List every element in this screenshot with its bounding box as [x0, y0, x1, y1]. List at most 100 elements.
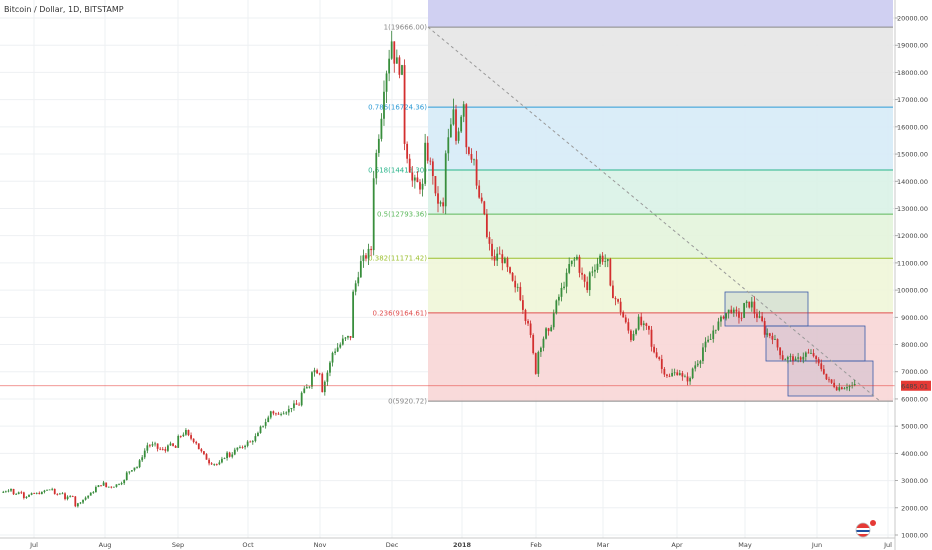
candle-body	[408, 158, 411, 173]
candle-body	[164, 449, 167, 451]
price-axis[interactable]: 1000.00 2000.00 3000.00 4000.00 5000.00 6000.…	[894, 0, 931, 550]
candle-body	[563, 286, 565, 288]
candle-body	[203, 451, 205, 455]
candle-body	[105, 482, 108, 488]
candle-body	[38, 492, 41, 495]
price-tick-label: 17000.00	[897, 96, 928, 104]
candle-body	[406, 143, 409, 159]
fib-trend-line	[427, 26, 881, 402]
time-tick-label: Oct	[242, 541, 254, 549]
candle-body	[699, 361, 702, 364]
candle-body	[300, 392, 303, 406]
candle-body	[383, 91, 385, 119]
candle-body	[460, 116, 463, 132]
flag-icon[interactable]	[855, 520, 876, 538]
candle-body	[370, 248, 373, 251]
candle-body	[509, 267, 511, 273]
candle-body	[226, 452, 228, 459]
candle-body	[555, 300, 558, 314]
candle-body	[828, 379, 830, 381]
candle-body	[141, 457, 144, 461]
candle-body	[725, 313, 727, 319]
candle-body	[817, 359, 820, 364]
candle-body	[231, 454, 234, 457]
candle-body	[846, 387, 848, 389]
candle-body	[496, 253, 499, 261]
candle-body	[686, 376, 689, 382]
candle-body	[439, 202, 442, 204]
candle-body	[275, 413, 277, 415]
candle-body	[123, 479, 126, 484]
candle-body	[804, 352, 807, 357]
price-tick-label: 13000.00	[897, 205, 928, 213]
candle-body	[316, 370, 319, 374]
candle-body	[465, 104, 468, 148]
candle-body	[732, 309, 735, 313]
candle-body	[840, 387, 843, 390]
candle-body	[334, 351, 337, 353]
candle-body	[241, 447, 244, 448]
candle-body	[298, 404, 300, 406]
candle-body	[213, 464, 216, 465]
price-tick-label: 15000.00	[897, 151, 928, 159]
candle-body	[738, 311, 740, 318]
candle-body	[730, 309, 733, 313]
price-tick-label: 7000.00	[901, 368, 928, 376]
candle-body	[565, 272, 568, 287]
candle-body	[15, 494, 18, 495]
candle-body	[244, 445, 246, 448]
candle-body	[395, 57, 398, 64]
fib-label: 0.236(9164.61)	[373, 309, 428, 317]
fib-zone	[428, 107, 893, 171]
time-tick-label: Dec	[386, 541, 399, 549]
candle-body	[684, 376, 686, 378]
candle-body	[568, 264, 571, 273]
candle-body	[287, 409, 290, 413]
candle-body	[637, 316, 640, 330]
candle-body	[619, 301, 622, 313]
price-tick-label: 19000.00	[897, 42, 928, 50]
candle-body	[349, 335, 352, 338]
candle-body	[475, 159, 478, 186]
candle-body	[125, 472, 128, 480]
candle-body	[537, 351, 540, 374]
candle-body	[33, 493, 36, 494]
time-tick-label: Jul	[29, 541, 38, 549]
candle-body	[195, 441, 198, 444]
candle-body	[578, 256, 581, 273]
candle-body	[810, 353, 812, 354]
candle-body	[282, 413, 285, 415]
candle-body	[771, 335, 774, 340]
candle-body	[470, 153, 473, 160]
candle-body	[215, 464, 218, 465]
candle-body	[599, 255, 601, 264]
candle-body	[385, 73, 388, 92]
candle-body	[308, 386, 311, 388]
price-tick-label: 1000.00	[901, 532, 928, 540]
candle-body	[22, 492, 25, 498]
fib-label: 0.5(12793.36)	[377, 211, 427, 219]
candle-body	[717, 321, 720, 330]
candle-body	[714, 329, 717, 331]
candle-body	[200, 449, 203, 452]
time-axis[interactable]: Jul Aug Sep Oct Nov Dec 2018 Feb Mar Apr May Jun Jul	[0, 537, 895, 549]
candle-body	[254, 436, 257, 442]
candle-body	[601, 255, 604, 262]
candle-body	[653, 346, 655, 353]
candle-body	[290, 407, 293, 410]
candle-body	[673, 372, 676, 374]
price-channel-boxes	[724, 291, 874, 397]
candle-body	[79, 502, 82, 504]
candle-body	[305, 387, 308, 389]
time-tick-label: Sep	[172, 541, 184, 549]
candle-body	[269, 411, 272, 418]
fib-level-labels: 1(19666.00) 0.786(16724.36) 0.618(14413.30…	[368, 24, 427, 406]
candle-body	[344, 337, 347, 339]
candle-body	[480, 197, 483, 202]
candle-body	[249, 441, 252, 443]
candle-body	[431, 161, 434, 177]
candle-body	[658, 357, 661, 360]
candle-body	[411, 172, 414, 181]
candle-body	[455, 109, 457, 141]
